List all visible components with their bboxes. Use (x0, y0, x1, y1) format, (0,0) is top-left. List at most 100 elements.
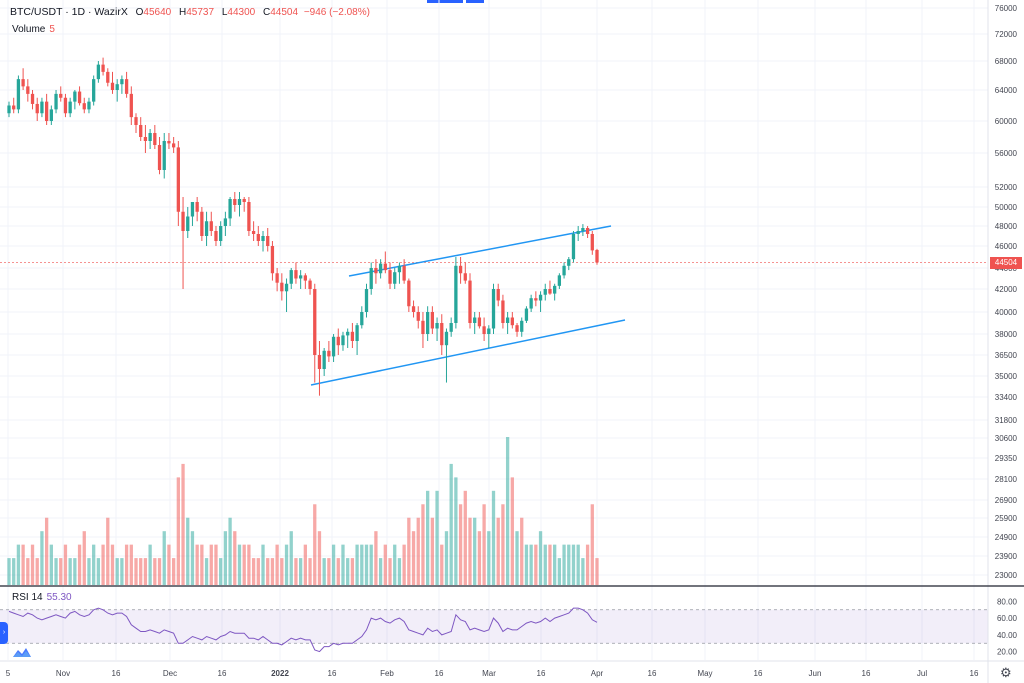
candle-body (139, 125, 143, 137)
volume-bar (26, 558, 30, 585)
tradingview-logo-icon[interactable] (12, 645, 32, 659)
candle-body (571, 234, 576, 260)
volume-bar (77, 544, 82, 585)
candle-body (190, 202, 195, 217)
symbol-title[interactable]: BTC/USDT · 1D · WazirX (10, 6, 128, 18)
price-tick-label: 29350 (995, 454, 1018, 463)
gear-icon[interactable]: ⚙ (1000, 665, 1012, 680)
candle-body (68, 101, 72, 114)
candle-body (266, 236, 270, 246)
x-tick-label: Jul (917, 669, 927, 678)
candle-body (430, 312, 435, 329)
x-tick-label: Dec (163, 669, 177, 678)
volume-bar (87, 558, 91, 585)
candle-body (482, 326, 486, 334)
volume-bar (63, 544, 68, 585)
volume-bar (477, 531, 482, 585)
volume-bar (101, 544, 105, 585)
volume-bar (92, 544, 96, 585)
volume-bar (435, 490, 439, 585)
candle-body (106, 71, 110, 83)
candle-body (553, 285, 557, 294)
volume-bar (501, 504, 505, 585)
candle-body (200, 211, 204, 236)
x-tick-label: 16 (862, 669, 871, 678)
volume-bar (200, 544, 204, 585)
volume-bar (487, 531, 491, 585)
volume-bar (143, 558, 148, 585)
x-tick-label: Nov (56, 669, 70, 678)
price-tick-label: 35000 (995, 372, 1018, 381)
price-tick-label: 23000 (995, 571, 1018, 580)
candle-body (491, 289, 496, 329)
x-tick-label: 16 (970, 669, 979, 678)
candle-body (477, 317, 482, 327)
volume-bar (181, 463, 185, 585)
volume-bar (557, 558, 562, 585)
candle-body (73, 91, 77, 102)
volume-bar (449, 463, 453, 585)
price-tick-label: 36500 (995, 351, 1018, 360)
candle-body (364, 289, 369, 312)
rsi-band (0, 609, 988, 644)
volume-bar (115, 558, 119, 585)
rsi-legend[interactable]: RSI 14 55.30 (12, 592, 72, 603)
volume-bar (534, 544, 538, 585)
volume-bar (228, 517, 232, 585)
candle-body (317, 355, 322, 369)
candle-body (388, 270, 392, 284)
candle-body (223, 218, 228, 226)
volume-bar (73, 558, 77, 585)
price-tick-label: 76000 (995, 4, 1018, 13)
candle-body (369, 268, 373, 289)
volume-bar (585, 544, 590, 585)
x-tick-label: 16 (112, 669, 121, 678)
high-label: H (179, 7, 187, 18)
candle-body (110, 82, 115, 90)
volume-bar (134, 558, 138, 585)
rsi-tick-label: 20.00 (997, 648, 1018, 657)
candle-body (214, 231, 218, 241)
volume-bar (167, 544, 171, 585)
candle-body (87, 101, 91, 110)
rsi-line (8, 607, 598, 653)
candle-body (143, 137, 148, 141)
volume-bar (40, 531, 44, 585)
candle-body (487, 328, 491, 334)
volume-bar (576, 544, 580, 585)
volume-bar (482, 504, 486, 585)
chevron-right-icon[interactable]: › (0, 622, 8, 644)
candle-body (421, 320, 425, 334)
volume-bar (270, 558, 275, 585)
volume-bar (571, 544, 576, 585)
candle-body (96, 64, 101, 80)
volume-bar (176, 477, 180, 585)
candle-body (280, 282, 284, 292)
x-tick-label: 5 (6, 669, 11, 678)
candle-body (331, 336, 336, 357)
volume-bar (331, 544, 336, 585)
candle-body (426, 312, 430, 334)
price-tick-label: 42000 (995, 285, 1018, 294)
volume-bar (496, 517, 500, 585)
candle-body (92, 79, 96, 102)
volume-bar (209, 544, 213, 585)
volume-bar (7, 558, 11, 585)
x-tick-label: Jun (809, 669, 822, 678)
volume-bar (407, 517, 411, 585)
candle-body (468, 280, 472, 323)
candle-body (49, 109, 53, 121)
volume-legend[interactable]: Volume 5 (12, 24, 55, 35)
volume-bar (82, 531, 86, 585)
candle-body (256, 234, 260, 241)
volume-bar (346, 558, 350, 585)
close-value: 44504 (270, 7, 299, 18)
candle-body (360, 312, 364, 326)
candle-body (303, 275, 307, 281)
candle-body (458, 265, 463, 274)
volume-bar (458, 504, 463, 585)
candle-body (585, 228, 590, 234)
volume-bar (411, 531, 416, 585)
candle-body (336, 336, 340, 346)
